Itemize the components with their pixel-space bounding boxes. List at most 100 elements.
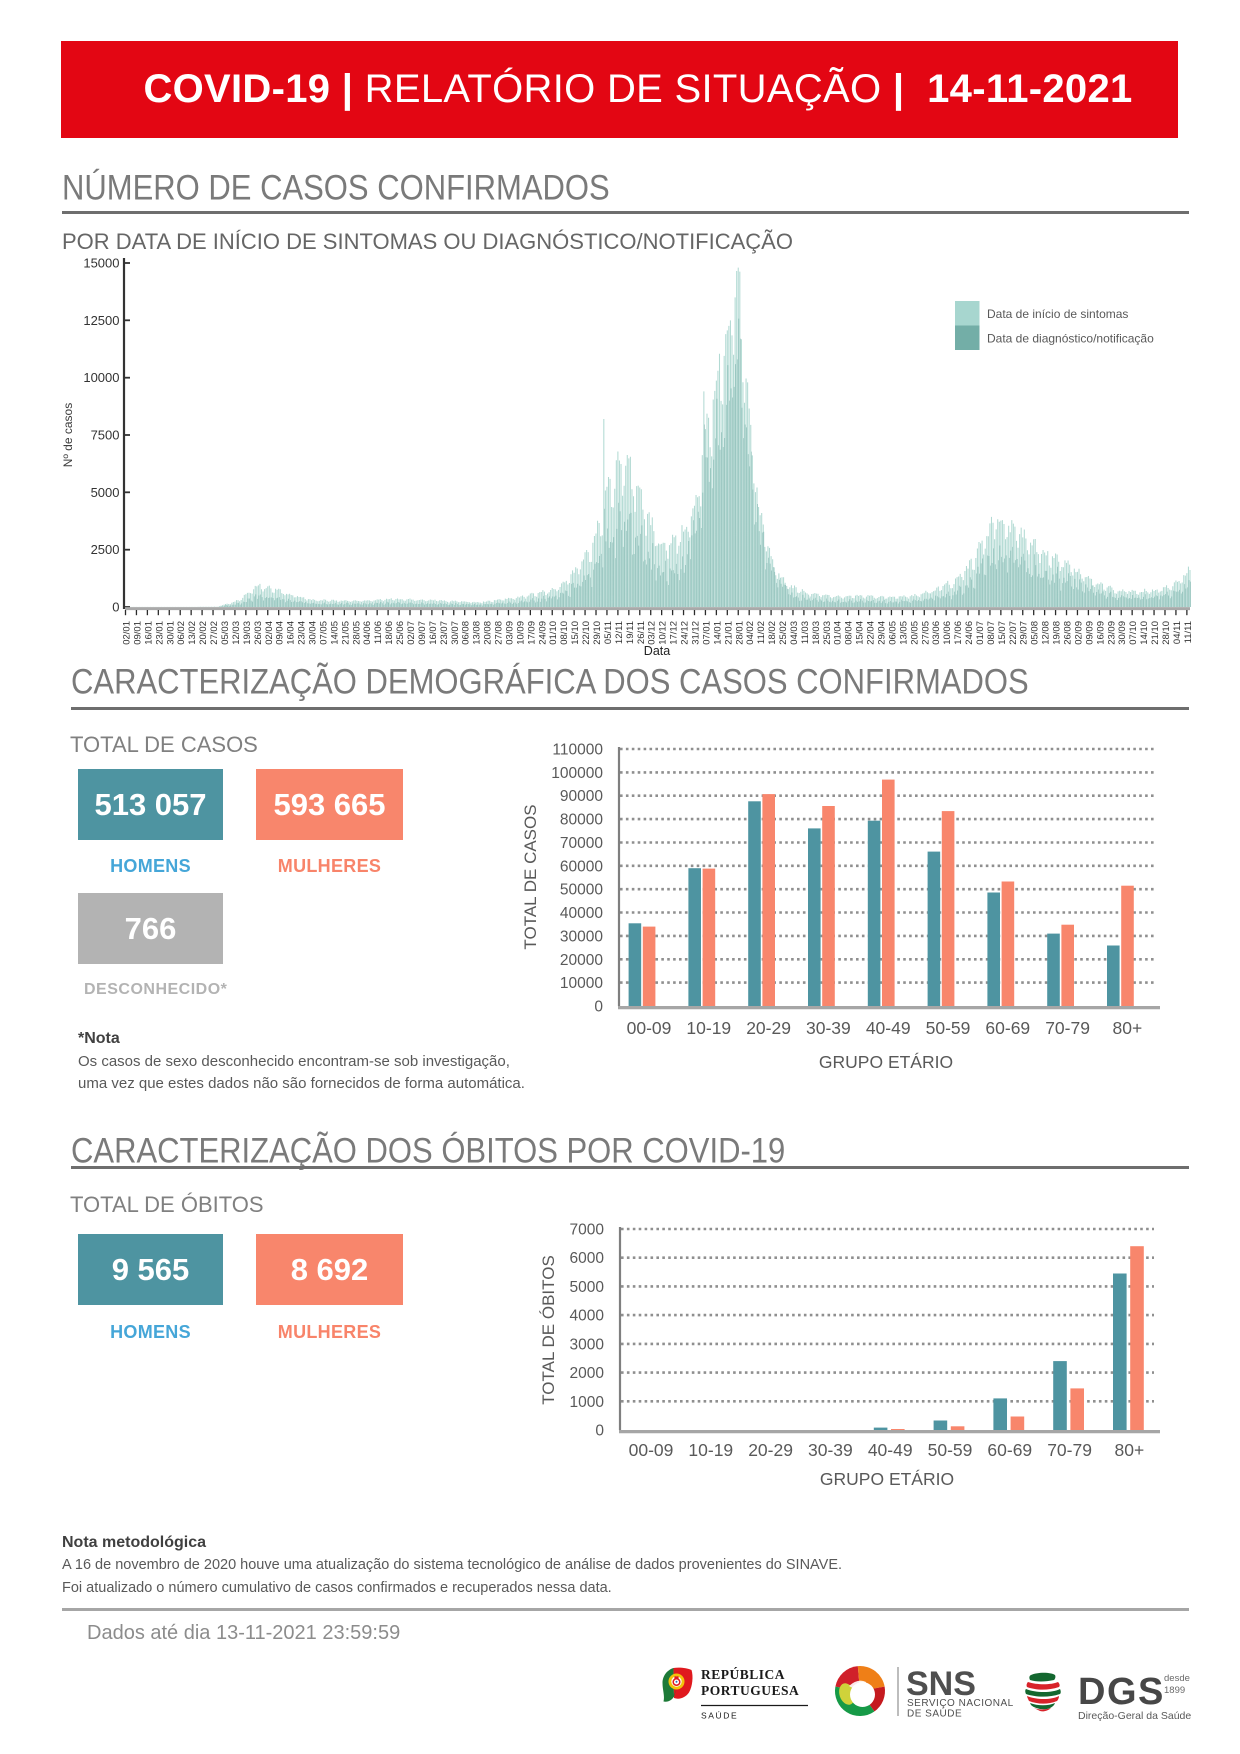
svg-text:26/03: 26/03 [253,621,264,645]
svg-text:29/07: 29/07 [1019,621,1030,645]
svg-text:07/01: 07/01 [701,621,712,645]
svg-text:30/07: 30/07 [450,621,461,645]
svg-text:20-29: 20-29 [746,1018,791,1038]
svg-text:7000: 7000 [570,1222,605,1239]
svg-text:110000: 110000 [552,742,603,759]
svg-text:6000: 6000 [570,1250,605,1267]
svg-text:GRUPO ETÁRIO: GRUPO ETÁRIO [820,1469,954,1489]
svg-text:05/11: 05/11 [603,621,614,644]
svg-text:00-09: 00-09 [629,1440,674,1460]
svg-text:12/03: 12/03 [231,621,242,645]
svg-text:13/05: 13/05 [898,621,909,645]
svg-text:28/05: 28/05 [351,621,362,645]
svg-text:18/06: 18/06 [384,621,395,645]
svg-text:08/10: 08/10 [559,621,570,645]
svg-text:23/07: 23/07 [439,621,450,645]
svg-text:SNS: SNS [906,1665,976,1703]
svg-text:08/07: 08/07 [986,621,997,645]
svg-text:40000: 40000 [560,905,603,922]
svg-text:40-49: 40-49 [866,1018,911,1038]
svg-text:10-19: 10-19 [686,1018,731,1038]
svg-text:GRUPO ETÁRIO: GRUPO ETÁRIO [819,1052,953,1072]
svg-text:25/02: 25/02 [778,621,789,645]
svg-text:19/11: 19/11 [625,621,636,644]
svg-text:27/05: 27/05 [920,621,931,645]
svg-text:00-09: 00-09 [627,1018,672,1038]
svg-text:5000: 5000 [91,485,120,500]
svg-text:80000: 80000 [560,812,603,829]
svg-text:40-49: 40-49 [868,1440,913,1460]
svg-text:2000: 2000 [570,1365,605,1382]
svg-text:24/06: 24/06 [964,621,975,645]
svg-text:21/01: 21/01 [723,621,734,645]
svg-text:24/09: 24/09 [537,621,548,645]
svg-text:07/05: 07/05 [318,621,329,645]
svg-text:60000: 60000 [560,858,603,875]
svg-text:11/06: 11/06 [373,621,384,644]
svg-text:02/07: 02/07 [406,621,417,645]
svg-text:23/04: 23/04 [297,621,308,645]
svg-text:2500: 2500 [91,542,120,557]
svg-text:3000: 3000 [570,1336,605,1353]
svg-text:03/12: 03/12 [647,621,658,645]
svg-text:60-69: 60-69 [985,1018,1030,1038]
svg-text:20/02: 20/02 [198,621,209,645]
svg-text:13/08: 13/08 [472,621,483,645]
svg-text:70000: 70000 [560,835,603,852]
svg-text:02/01: 02/01 [122,621,133,645]
svg-text:15/10: 15/10 [570,621,581,645]
svg-text:30-39: 30-39 [808,1440,853,1460]
svg-text:23/09: 23/09 [1106,621,1117,645]
svg-text:Nº de casos: Nº de casos [61,403,75,467]
svg-text:50-59: 50-59 [928,1440,973,1460]
svg-text:29/10: 29/10 [592,621,603,645]
svg-text:01/04: 01/04 [833,621,844,645]
svg-text:Direção-Geral da Saúde: Direção-Geral da Saúde [1078,1710,1191,1722]
svg-text:0: 0 [112,600,119,615]
svg-text:REPÚBLICA: REPÚBLICA [701,1667,785,1682]
svg-text:02/04: 02/04 [264,621,275,645]
svg-text:22/10: 22/10 [581,621,592,645]
svg-text:15/04: 15/04 [855,621,866,645]
svg-text:90000: 90000 [560,788,603,805]
svg-text:50-59: 50-59 [926,1018,971,1038]
svg-text:60-69: 60-69 [987,1440,1032,1460]
svg-text:14/05: 14/05 [329,621,340,645]
svg-text:30-39: 30-39 [806,1018,851,1038]
svg-text:19/08: 19/08 [1052,621,1063,645]
svg-text:Data: Data [644,644,670,658]
svg-text:30/04: 30/04 [308,621,319,645]
svg-text:15000: 15000 [83,256,119,271]
svg-text:Data de início de sintomas: Data de início de sintomas [987,307,1128,321]
svg-text:01/10: 01/10 [548,621,559,645]
svg-text:04/03: 04/03 [789,621,800,645]
svg-text:Data de diagnóstico/notificaçã: Data de diagnóstico/notificação [987,332,1154,346]
svg-text:0: 0 [594,999,603,1016]
svg-text:21/05: 21/05 [340,621,351,645]
svg-text:DE SAÚDE: DE SAÚDE [907,1707,962,1720]
svg-text:70-79: 70-79 [1047,1440,1092,1460]
svg-text:12/08: 12/08 [1041,621,1052,645]
svg-text:27/02: 27/02 [209,621,220,645]
svg-text:10-19: 10-19 [688,1440,733,1460]
svg-text:23/01: 23/01 [154,621,165,645]
svg-text:28/10: 28/10 [1161,621,1172,645]
svg-text:16/01: 16/01 [143,621,154,645]
svg-text:12/11: 12/11 [614,621,625,644]
svg-text:1000: 1000 [570,1394,605,1411]
svg-text:7500: 7500 [91,428,120,443]
svg-text:18/03: 18/03 [811,621,822,645]
svg-text:21/10: 21/10 [1150,621,1161,645]
svg-text:27/08: 27/08 [494,621,505,645]
svg-text:15/07: 15/07 [997,621,1008,645]
svg-text:31/12: 31/12 [690,621,701,645]
svg-text:100000: 100000 [551,765,603,782]
svg-text:80+: 80+ [1113,1018,1143,1038]
svg-text:16/09: 16/09 [1095,621,1106,645]
svg-text:25/06: 25/06 [395,621,406,645]
svg-text:0: 0 [595,1423,604,1440]
svg-text:05/03: 05/03 [220,621,231,645]
svg-text:10000: 10000 [560,975,603,992]
svg-text:04/11: 04/11 [1172,621,1183,644]
svg-text:03/09: 03/09 [504,621,515,645]
